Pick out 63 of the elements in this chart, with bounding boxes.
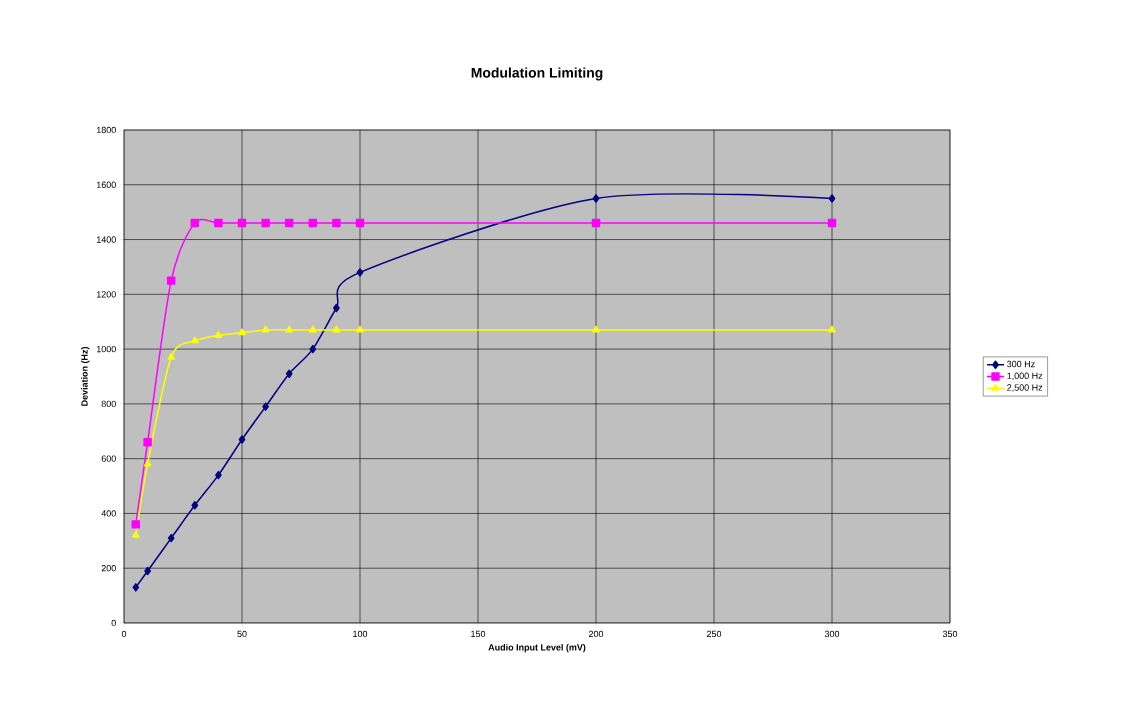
point — [592, 194, 600, 203]
y-tick-label: 1600 — [96, 181, 116, 188]
y-tick-label: 200 — [101, 565, 116, 572]
point — [355, 218, 365, 228]
point — [356, 268, 364, 277]
point — [285, 369, 293, 378]
point — [591, 218, 601, 228]
y-tick-label: 1200 — [96, 291, 116, 298]
point — [214, 331, 223, 338]
point — [285, 325, 293, 333]
point — [167, 353, 175, 360]
x-tick-label: 150 — [471, 630, 486, 638]
point — [214, 218, 223, 228]
point — [144, 566, 151, 576]
y-tick-label: 0 — [111, 619, 116, 627]
legend-label: 2,500 Hz — [1007, 384, 1043, 392]
point — [333, 303, 340, 313]
y-axis-title: Deviation (Hz) — [81, 347, 90, 406]
point — [143, 459, 152, 467]
x-tick-label: 50 — [237, 630, 247, 638]
point — [191, 336, 199, 344]
point — [308, 218, 318, 228]
point — [237, 218, 247, 228]
x-tick-label: 250 — [706, 630, 722, 638]
point — [132, 531, 140, 538]
y-tick-label: 1800 — [96, 126, 116, 134]
point — [828, 194, 836, 203]
x-tick-label: 0 — [121, 630, 127, 638]
chart-title: Modulation Limiting — [471, 67, 603, 81]
point — [828, 325, 836, 333]
point — [261, 325, 270, 333]
point — [261, 218, 270, 228]
point — [284, 218, 294, 228]
x-tick-label: 100 — [353, 630, 368, 638]
point — [131, 520, 141, 529]
point — [592, 325, 600, 333]
point — [238, 328, 246, 336]
legend-label: 1,000 Hz — [1007, 372, 1043, 381]
point — [215, 470, 222, 480]
point — [356, 325, 364, 333]
x-tick-label: 350 — [942, 630, 958, 638]
point — [827, 218, 837, 228]
point — [191, 500, 199, 510]
point — [166, 276, 176, 285]
point — [190, 218, 200, 228]
point — [309, 325, 317, 333]
x-tick-label: 200 — [588, 630, 604, 638]
point — [332, 218, 341, 228]
point — [143, 437, 152, 447]
x-tick-label: 300 — [824, 630, 840, 638]
x-axis-title: Audio Input Level (mV) — [488, 643, 586, 653]
y-tick-label: 800 — [101, 400, 116, 408]
point — [238, 435, 246, 444]
y-tick-label: 400 — [101, 510, 116, 517]
y-tick-label: 1400 — [96, 236, 116, 243]
point — [332, 325, 341, 333]
y-tick-label: 600 — [101, 455, 116, 462]
point — [132, 583, 140, 592]
point — [167, 533, 175, 543]
point — [309, 344, 317, 354]
legend-label: 300 Hz — [1007, 360, 1035, 368]
y-tick-label: 1000 — [96, 345, 116, 353]
point — [262, 402, 269, 411]
